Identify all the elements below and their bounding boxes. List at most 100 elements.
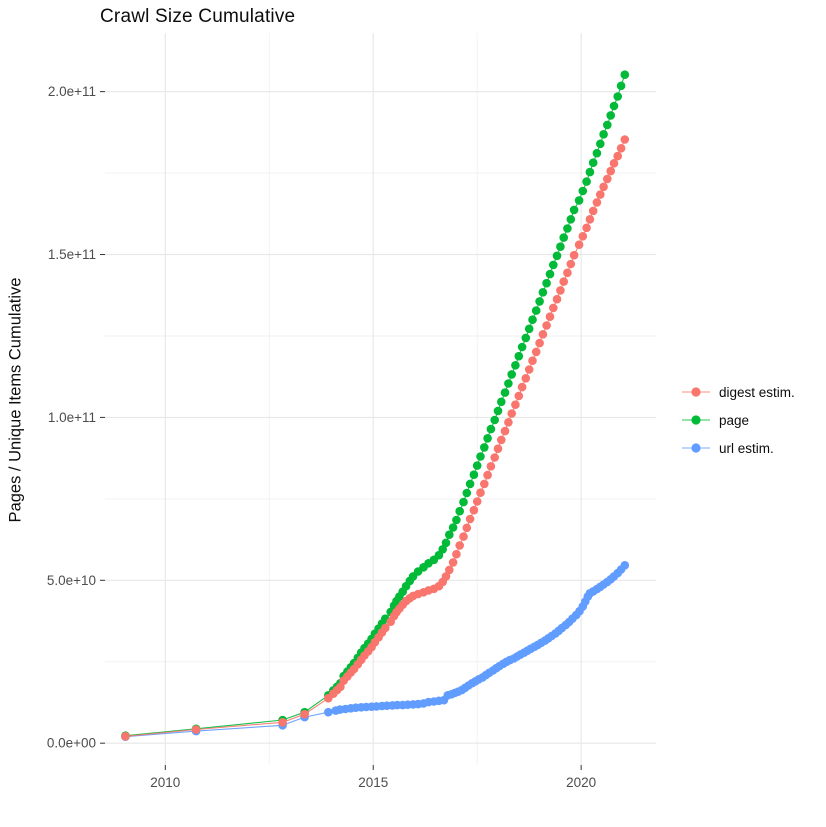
data-point [616, 144, 626, 153]
data-point [531, 306, 541, 315]
data-point [574, 240, 584, 249]
data-point [452, 515, 461, 525]
data-point [578, 232, 588, 241]
data-point [542, 278, 551, 288]
data-point [300, 709, 309, 719]
data-point [556, 286, 565, 295]
y-tick-label: 0.0e+00 [47, 736, 96, 751]
data-point [556, 242, 565, 251]
data-point [278, 718, 287, 727]
data-point [549, 260, 558, 270]
data-point [476, 452, 485, 461]
data-point [514, 351, 524, 361]
data-point [517, 382, 527, 392]
data-point [609, 101, 619, 111]
data-point [531, 347, 541, 357]
data-point [452, 549, 461, 559]
legend-label-url-estim: url estim. [719, 440, 774, 456]
data-point [504, 418, 513, 427]
data-point [486, 462, 496, 471]
data-point [455, 506, 465, 516]
data-point [524, 324, 534, 334]
legend: digest estim. page url estim. [681, 378, 795, 462]
data-point [620, 561, 630, 570]
legend-label-page: page [719, 412, 750, 428]
series-line-url-estim- [125, 564, 626, 738]
data-point [121, 732, 130, 741]
data-point [528, 315, 537, 325]
data-point [500, 388, 510, 397]
data-point [542, 321, 551, 330]
data-point [606, 166, 615, 176]
data-point [511, 400, 520, 410]
data-point [563, 224, 572, 233]
data-point [472, 461, 482, 470]
data-point [538, 330, 548, 339]
data-point [563, 268, 572, 278]
data-point [585, 215, 595, 224]
x-tick-label: 2015 [358, 775, 388, 790]
data-point [486, 424, 496, 434]
data-point [538, 288, 548, 297]
data-point [490, 415, 500, 425]
data-point [500, 426, 510, 436]
data-point [535, 338, 544, 348]
data-point [552, 294, 562, 304]
data-point [511, 361, 520, 370]
legend-label-digest-estim: digest estim. [719, 384, 795, 400]
x-tick-label: 2010 [150, 775, 180, 790]
data-point [588, 206, 598, 216]
data-point [507, 409, 516, 418]
data-point [455, 541, 465, 550]
y-tick-label: 1.0e+11 [48, 410, 96, 425]
data-point [588, 158, 598, 167]
data-point [469, 505, 479, 515]
data-point [559, 233, 568, 242]
data-point [535, 297, 544, 306]
legend-item-url-estim: url estim. [681, 434, 795, 462]
legend-key-icon [682, 443, 710, 453]
data-point [528, 356, 537, 366]
data-point [497, 397, 506, 407]
data-point [545, 269, 555, 279]
chart-title: Crawl Size Cumulative [100, 6, 296, 27]
data-point [459, 497, 468, 507]
data-point [480, 479, 489, 489]
data-point [574, 196, 584, 205]
data-point [569, 205, 579, 215]
data-point [476, 488, 485, 498]
data-point [599, 182, 608, 192]
data-point [507, 370, 516, 379]
data-point [497, 435, 506, 445]
data-point [609, 159, 619, 168]
data-point [480, 443, 489, 452]
data-point [566, 259, 576, 269]
data-point [448, 558, 458, 567]
data-point [472, 497, 482, 506]
data-point [483, 434, 492, 443]
data-point [613, 92, 622, 101]
data-point [448, 523, 458, 532]
data-point [549, 303, 558, 313]
data-point [603, 174, 612, 184]
data-point [616, 81, 626, 91]
data-point [441, 538, 451, 548]
data-point [469, 470, 479, 480]
data-point [465, 479, 475, 489]
y-tick-label: 5.0e+10 [47, 573, 96, 588]
data-point [493, 444, 503, 454]
data-point [462, 488, 472, 498]
data-point [545, 312, 555, 322]
data-point [569, 250, 579, 260]
data-point [521, 333, 531, 343]
data-point [552, 251, 562, 261]
data-point [514, 391, 524, 401]
data-point [191, 725, 201, 734]
data-point [603, 120, 612, 130]
data-point [592, 198, 602, 207]
legend-key-icon [682, 387, 710, 397]
data-point [596, 139, 605, 149]
data-point [517, 342, 527, 352]
data-point [483, 470, 492, 480]
